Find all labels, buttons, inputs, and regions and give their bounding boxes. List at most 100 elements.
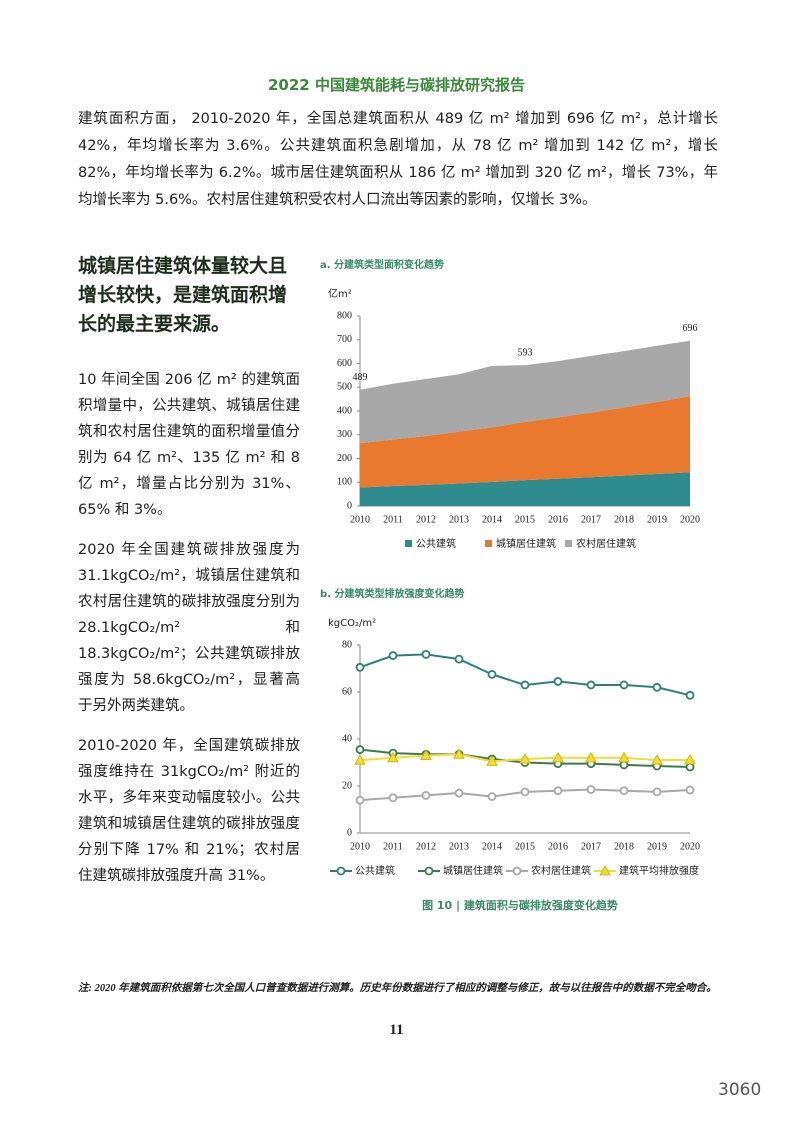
legend-marker xyxy=(336,866,346,876)
marker xyxy=(453,748,465,759)
marker xyxy=(520,787,530,797)
chart-title: b. 分建筑类型排放强度变化趋势 xyxy=(320,587,464,600)
marker xyxy=(652,682,662,692)
area xyxy=(360,396,690,488)
marker xyxy=(355,745,365,754)
data-label: 489 xyxy=(353,372,368,383)
x-tick-label: 2012 xyxy=(416,514,436,525)
page-number: 11 xyxy=(389,1022,404,1038)
y-tick-label: 200 xyxy=(337,453,352,464)
marker xyxy=(586,680,596,690)
y-tick-label: 600 xyxy=(337,358,352,369)
marker xyxy=(552,751,564,763)
legend-marker xyxy=(599,864,611,876)
paragraph: 2010-2020 年，全国建筑碳排放强度维持在 31kgCO₂/m² 附近的水… xyxy=(78,738,300,884)
y-tick-label: 400 xyxy=(337,405,352,416)
paragraph: 10 年间全国 206 亿 m² 的建筑面积增量中，公共建筑、城镇居住建筑和农村… xyxy=(78,372,300,518)
x-tick-label: 2020 xyxy=(680,514,700,525)
x-tick-label: 2013 xyxy=(449,841,469,852)
legend-swatch xyxy=(485,540,492,547)
x-tick-label: 2014 xyxy=(482,841,502,852)
marker xyxy=(487,669,497,679)
x-tick-label: 2011 xyxy=(383,514,403,525)
marker xyxy=(619,680,629,690)
y-axis-label: kgCO₂/m² xyxy=(328,618,376,629)
marker xyxy=(685,762,695,772)
footnote: 注: 2020 年建筑面积依据第七次全国人口普查数据进行测算。历史年份数据进行了… xyxy=(78,983,717,994)
x-tick-label: 2017 xyxy=(581,514,601,525)
x-tick-label: 2015 xyxy=(515,514,535,525)
x-tick-label: 2020 xyxy=(680,841,700,852)
marker xyxy=(618,751,630,763)
marker xyxy=(454,654,464,664)
marker xyxy=(454,788,464,798)
x-tick-label: 2010 xyxy=(350,841,370,852)
x-tick-label: 2011 xyxy=(383,841,403,852)
x-tick-label: 2014 xyxy=(482,514,502,525)
marker xyxy=(586,785,596,794)
y-tick-label: 40 xyxy=(342,733,352,744)
marker xyxy=(651,754,663,765)
x-tick-label: 2017 xyxy=(581,841,601,852)
x-tick-label: 2010 xyxy=(350,514,370,525)
y-axis-label: 亿m² xyxy=(328,287,352,300)
figure-caption: 图 10 | 建筑面积与碳排放强度变化趋势 xyxy=(422,899,618,912)
area xyxy=(360,472,690,506)
y-tick-label: 700 xyxy=(337,334,352,345)
data-label: 696 xyxy=(683,323,698,334)
x-tick-label: 2018 xyxy=(614,841,634,852)
y-tick-label: 100 xyxy=(337,477,352,488)
y-tick-label: 800 xyxy=(337,310,352,321)
sidebar: 城镇居住建筑体量较大且增长较快，是建筑面积增长的最主要来源。 10 年间全国 2… xyxy=(78,252,300,903)
marker xyxy=(355,795,365,805)
marker xyxy=(619,786,629,796)
marker xyxy=(487,792,497,801)
x-tick-label: 2019 xyxy=(647,514,667,525)
legend-label: 城镇居住建筑 xyxy=(496,537,556,550)
x-tick-label: 2015 xyxy=(515,841,535,852)
marker xyxy=(553,677,563,686)
y-tick-label: 300 xyxy=(337,429,352,440)
x-tick-label: 2012 xyxy=(416,841,436,852)
intro-paragraph: 建筑面积方面， 2010-2020 年，全国总建筑面积从 489 亿 m² 增加… xyxy=(78,111,718,208)
marker xyxy=(486,755,498,766)
marker xyxy=(519,752,531,764)
legend-label: 公共建筑 xyxy=(416,537,456,550)
y-tick-label: 20 xyxy=(342,780,352,791)
legend-label: 农村居住建筑 xyxy=(531,864,591,877)
x-tick-label: 2016 xyxy=(548,514,568,525)
x-tick-label: 2019 xyxy=(647,841,667,852)
y-tick-label: 80 xyxy=(342,639,352,650)
marker xyxy=(420,749,432,760)
header-title: 2022 中国建筑能耗与碳排放研究报告 xyxy=(268,76,525,94)
legend-marker xyxy=(424,866,434,876)
marker xyxy=(685,690,695,700)
marker xyxy=(553,786,563,796)
marker xyxy=(652,787,662,797)
y-tick-label: 500 xyxy=(337,382,352,393)
marker xyxy=(421,790,431,800)
marker xyxy=(355,662,365,672)
marker xyxy=(585,751,597,763)
x-tick-label: 2013 xyxy=(449,514,469,525)
marker xyxy=(387,751,399,763)
area xyxy=(360,340,690,444)
marker xyxy=(421,650,431,659)
y-tick-label: 0 xyxy=(347,500,352,511)
x-tick-label: 2018 xyxy=(614,514,634,525)
legend-label: 建筑平均排放强度 xyxy=(619,864,699,877)
marker xyxy=(388,793,398,803)
marker xyxy=(619,760,629,770)
legend-swatch xyxy=(565,540,572,547)
legend-label: 城镇居住建筑 xyxy=(443,864,503,877)
legend-marker xyxy=(512,866,522,876)
paragraph: 2020 年全国建筑碳排放强度为 31.1kgCO₂/m²，城镇居住建筑和农村居… xyxy=(78,542,300,714)
marker xyxy=(354,754,366,765)
chart-title: a. 分建筑类型面积变化趋势 xyxy=(320,258,444,271)
sidebar-heading: 城镇居住建筑体量较大且增长较快，是建筑面积增长的最主要来源。 xyxy=(78,255,288,335)
marker xyxy=(684,753,696,765)
legend-label: 公共建筑 xyxy=(355,864,395,877)
watermark: 3060 xyxy=(718,1080,762,1100)
